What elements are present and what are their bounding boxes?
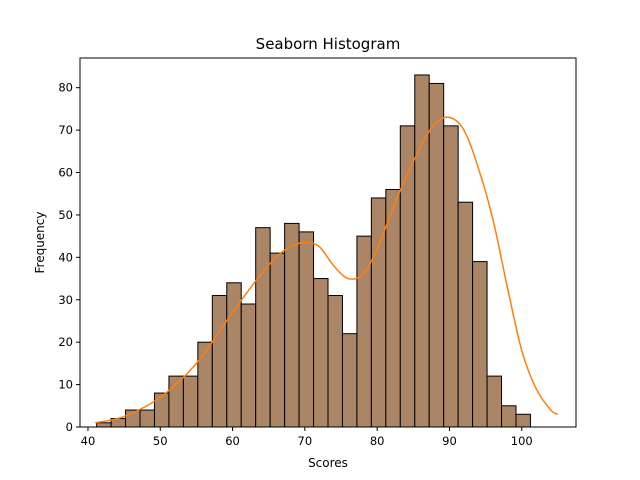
x-tick-label: 80 — [370, 434, 385, 448]
histogram-bar — [284, 222, 300, 428]
histogram-bar — [153, 392, 170, 428]
y-tick-label: 0 — [66, 420, 73, 434]
y-tick-label: 30 — [58, 293, 73, 307]
y-axis-ticks: 0 10 20 30 40 50 60 70 80 — [58, 81, 80, 434]
histogram-bars — [96, 74, 531, 428]
histogram-bar — [428, 82, 445, 428]
y-axis-label: Frequency — [33, 212, 47, 274]
histogram-bar — [385, 188, 401, 428]
histogram-bar — [96, 422, 112, 428]
histogram-bar — [515, 413, 531, 428]
histogram-bar — [269, 252, 286, 428]
histogram-bar — [197, 341, 213, 428]
histogram-bar — [457, 201, 474, 428]
y-tick-label: 50 — [58, 208, 73, 222]
histogram-bar — [486, 375, 503, 428]
x-axis-ticks: 40 50 60 70 80 90 100 — [81, 427, 533, 448]
histogram-bar — [182, 375, 199, 428]
histogram-bar — [139, 409, 155, 428]
histogram-bar — [501, 405, 517, 428]
kde-curve — [95, 116, 559, 424]
histogram-bar — [443, 125, 459, 428]
histogram-bar — [414, 74, 430, 428]
y-tick-label: 70 — [58, 123, 73, 137]
x-tick-label: 90 — [442, 434, 457, 448]
histogram-bar — [211, 295, 228, 428]
histogram-bar — [240, 303, 257, 428]
histogram-bar — [255, 227, 271, 428]
histogram-bar — [313, 278, 329, 428]
histogram-bar — [472, 261, 488, 428]
histogram-bar — [298, 231, 315, 428]
chart-title: Seaborn Histogram — [256, 35, 401, 53]
x-tick-label: 60 — [225, 434, 240, 448]
y-tick-label: 60 — [58, 166, 73, 180]
x-axis-label: Scores — [308, 456, 348, 470]
y-tick-label: 10 — [58, 378, 73, 392]
histogram-bar — [341, 333, 358, 428]
plot-frame — [79, 57, 577, 428]
x-tick-label: 100 — [511, 434, 533, 448]
histogram-bar — [399, 125, 416, 428]
y-tick-label: 40 — [58, 250, 73, 264]
y-tick-label: 80 — [58, 81, 73, 95]
x-tick-label: 50 — [153, 434, 168, 448]
y-tick-label: 20 — [58, 335, 73, 349]
x-tick-label: 70 — [298, 434, 313, 448]
histogram-bar — [327, 295, 343, 428]
x-tick-label: 40 — [81, 434, 96, 448]
